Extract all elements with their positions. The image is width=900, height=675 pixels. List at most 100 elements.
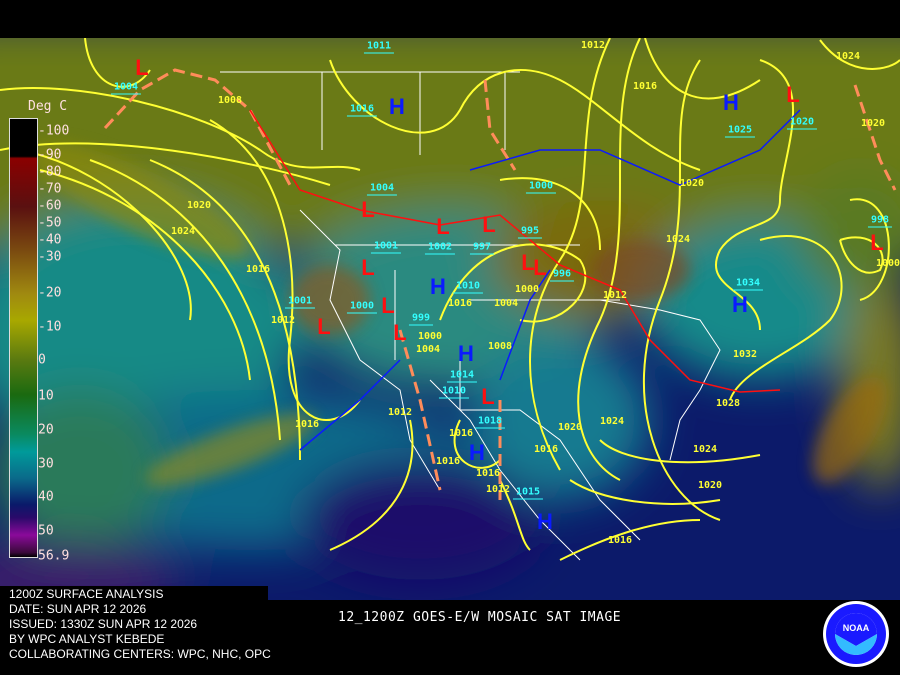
colorbar-tick-label: -70 xyxy=(38,181,62,197)
center-pressure-label: 1001 xyxy=(284,296,316,309)
isobar-label: 1032 xyxy=(732,349,758,360)
center-pressure-label: 1016 xyxy=(346,104,378,117)
colorbar-tick-label: 56.9 xyxy=(38,548,70,564)
center-pressure-label: 1010 xyxy=(452,281,484,294)
colorbar-tick-label: -40 xyxy=(38,232,62,248)
center-pressure-label: 1015 xyxy=(512,487,544,500)
isobar-label: 1016 xyxy=(435,456,461,467)
center-pressure-label: 998 xyxy=(867,215,893,228)
colorbar-tick-label: 40 xyxy=(38,489,54,505)
colorbar-tick-label: -90 xyxy=(38,147,62,163)
low-pressure-center: L xyxy=(393,320,407,345)
isobar-label: 1020 xyxy=(186,200,212,211)
center-pressure-label: 999 xyxy=(408,313,434,326)
isobar-label: 1020 xyxy=(557,422,583,433)
isobar-label: 1016 xyxy=(447,298,473,309)
isobar-label: 1016 xyxy=(533,444,559,455)
isobar-label: 1024 xyxy=(835,51,861,62)
low-pressure-center: L xyxy=(521,250,535,275)
center-pressure-label: 1000 xyxy=(346,301,378,314)
colorbar-unit: Deg C xyxy=(28,99,68,114)
noaa-logo-text: NOAA xyxy=(843,623,870,633)
info-issued: ISSUED: 1330Z SUN APR 12 2026 xyxy=(9,617,198,631)
isobar-label: 1004 xyxy=(493,298,519,309)
isobar-label: 1012 xyxy=(387,407,413,418)
isobars xyxy=(0,38,900,561)
colorbar-tick-label: -10 xyxy=(38,319,62,335)
isobar-label: 1028 xyxy=(715,398,741,409)
isobar-label: 1016 xyxy=(294,419,320,430)
isobar-label: 1024 xyxy=(599,416,625,427)
isobar-label: 1008 xyxy=(487,341,513,352)
low-pressure-center: L xyxy=(361,255,375,280)
temperature-colorbar xyxy=(9,118,38,558)
center-pressure-label: 995 xyxy=(517,226,543,239)
isobar-label: 1000 xyxy=(417,331,443,342)
info-analyst: BY WPC ANALYST KEBEDE xyxy=(9,632,165,646)
isobar-label: 1012 xyxy=(580,40,606,51)
image-title: 12_1200Z GOES-E/W MOSAIC SAT IMAGE xyxy=(338,610,622,625)
low-pressure-center: L xyxy=(481,384,495,409)
center-pressure-label: 1004 xyxy=(366,183,398,196)
low-pressure-center: L xyxy=(436,214,450,239)
low-pressure-center: L xyxy=(482,212,496,237)
analysis-info: 1200Z SURFACE ANALYSIS DATE: SUN APR 12 … xyxy=(9,587,271,662)
info-title: 1200Z SURFACE ANALYSIS xyxy=(9,587,164,601)
center-pressure-label: 997 xyxy=(469,242,495,255)
colorbar-tick-label: 30 xyxy=(38,456,54,472)
high-pressure-center: H xyxy=(458,341,474,366)
high-pressure-center: H xyxy=(469,440,485,465)
isobar-label: 1024 xyxy=(665,234,691,245)
low-pressure-center: L xyxy=(786,82,800,107)
isobar-label: 1024 xyxy=(170,226,196,237)
high-pressure-center: H xyxy=(389,94,405,119)
isobar-label: 1020 xyxy=(679,178,705,189)
high-pressure-center: H xyxy=(537,509,553,534)
center-pressure-label: 1018 xyxy=(474,416,506,429)
low-pressure-center: L xyxy=(533,255,547,280)
isobar-label: 1012 xyxy=(602,290,628,301)
noaa-logo: NOAA xyxy=(823,601,889,667)
center-pressure-label: 1034 xyxy=(732,278,764,291)
isobar-label: 1000 xyxy=(514,284,540,295)
center-pressure-label: 1020 xyxy=(786,117,818,130)
colorbar-tick-label: 50 xyxy=(38,523,54,539)
satellite-surface-analysis-map xyxy=(0,38,900,600)
low-pressure-center: L xyxy=(317,314,331,339)
colorbar-tick-label: 10 xyxy=(38,388,54,404)
satellite-imagery xyxy=(0,38,900,600)
isobar-label: 1020 xyxy=(697,480,723,491)
center-pressure-label: 1014 xyxy=(446,370,478,383)
isobar-label: 1000 xyxy=(875,258,900,269)
isobar-label: 1020 xyxy=(860,118,886,129)
isobar-label: 1016 xyxy=(448,428,474,439)
colorbar-tick-label: -50 xyxy=(38,215,62,231)
center-pressure-label: 996 xyxy=(549,269,575,282)
colorbar-tick-label: 0 xyxy=(38,352,46,368)
isobar-label: 1012 xyxy=(270,315,296,326)
high-pressure-center: H xyxy=(732,292,748,317)
center-pressure-label: 1002 xyxy=(424,242,456,255)
colorbar-tick-label: -30 xyxy=(38,249,62,265)
isobar-label: 1016 xyxy=(475,468,501,479)
colorbar-tick-label: -60 xyxy=(38,198,62,214)
center-pressure-label: 1000 xyxy=(525,181,557,194)
low-pressure-center: L xyxy=(870,230,884,255)
colorbar-tick-label: -80 xyxy=(38,164,62,180)
colorbar-tick-label: 20 xyxy=(38,422,54,438)
info-box-background xyxy=(0,586,268,600)
high-pressure-center: H xyxy=(723,90,739,115)
center-pressure-label: 1025 xyxy=(724,125,756,138)
low-pressure-center: L xyxy=(361,197,375,222)
fronts-and-troughs xyxy=(103,68,897,500)
center-pressure-label: 1011 xyxy=(363,41,395,54)
isobar-label: 1016 xyxy=(607,535,633,546)
high-pressure-center: H xyxy=(430,274,446,299)
low-pressure-center: L xyxy=(381,293,395,318)
info-date: DATE: SUN APR 12 2026 xyxy=(9,602,147,616)
isobar-label: 1016 xyxy=(245,264,271,275)
isobar-label: 1012 xyxy=(485,484,511,495)
isobar-label: 1024 xyxy=(692,444,718,455)
center-pressure-label: 1001 xyxy=(370,241,402,254)
